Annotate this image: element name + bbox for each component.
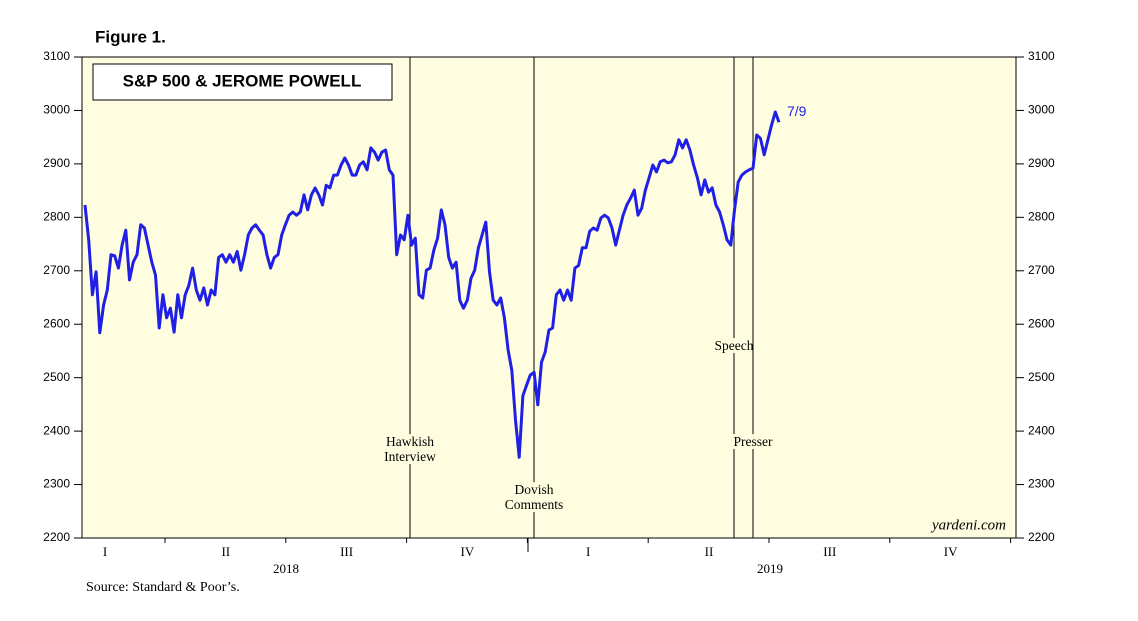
annotation: Comments [505, 497, 564, 512]
y-tick-label: 2700 [43, 263, 70, 277]
y-tick-label: 3000 [43, 103, 70, 117]
y2-tick-label: 2900 [1028, 156, 1055, 170]
x-tick-label: I [103, 544, 107, 559]
y-tick-label: 2900 [43, 156, 70, 170]
annotation-bg [513, 482, 555, 498]
y2-tick-label: 3000 [1028, 103, 1055, 117]
watermark: yardeni.com [930, 517, 1006, 533]
x-tick-label: II [705, 544, 714, 559]
y2-tick-label: 2800 [1028, 210, 1055, 224]
x-tick-label: III [340, 544, 353, 559]
annotation-bg [713, 338, 755, 354]
y-tick-label: 2300 [43, 477, 70, 491]
y-tick-label: 2500 [43, 370, 70, 384]
year-label: 2019 [757, 561, 783, 576]
x-tick-label: III [823, 544, 836, 559]
y2-tick-label: 2200 [1028, 530, 1055, 544]
source: Source: Standard & Poor’s. [86, 580, 240, 595]
title-box [92, 63, 393, 101]
chart-title: S&P 500 & JEROME POWELL [123, 71, 362, 90]
annotation-bg [503, 497, 565, 513]
y2-tick-label: 2400 [1028, 423, 1055, 437]
annotation: Hawkish [386, 434, 434, 449]
y2-tick-label: 2300 [1028, 477, 1055, 491]
x-tick-label: II [221, 544, 230, 559]
y2-tick-label: 2500 [1028, 370, 1055, 384]
y2-tick-label: 2700 [1028, 263, 1055, 277]
price-line [83, 110, 781, 459]
y-tick-label: 2800 [43, 210, 70, 224]
y2-tick-label: 2600 [1028, 316, 1055, 330]
x-tick-label: I [586, 544, 590, 559]
annotation: Speech [715, 338, 754, 353]
x-tick-label: IV [944, 544, 958, 559]
annotation-bg [732, 434, 774, 450]
y2-tick-label: 3100 [1028, 49, 1055, 63]
annotation: Interview [384, 449, 436, 464]
figure-label: Figure 1. [95, 27, 166, 46]
x-tick-label: IV [461, 544, 475, 559]
annotation-bg [385, 434, 436, 450]
annotation: Dovish [514, 482, 553, 497]
plot-area [81, 56, 1017, 539]
y-tick-label: 3100 [43, 49, 70, 63]
annotation-bg [383, 449, 438, 465]
annotation: Presser [734, 434, 773, 449]
year-label: 2018 [273, 561, 299, 576]
end-label: 7/9 [787, 103, 807, 119]
y-tick-label: 2200 [43, 530, 70, 544]
y-tick-label: 2400 [43, 423, 70, 437]
y-tick-label: 2600 [43, 316, 70, 330]
